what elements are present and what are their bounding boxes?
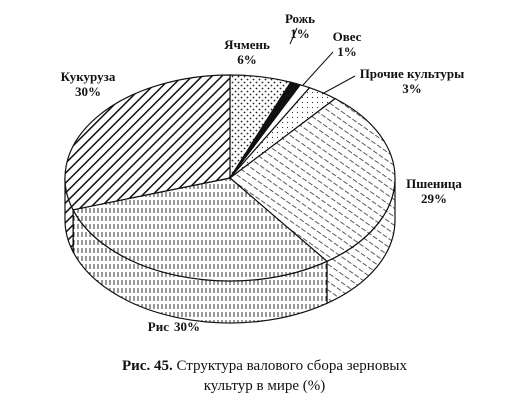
slice-label: Прочие культуры [360, 66, 465, 81]
leader-line [321, 75, 356, 95]
slice-label: Рис [148, 319, 169, 334]
value-label: 3% [402, 81, 422, 96]
slice-label: Пшеница [406, 176, 462, 191]
value-label: 30% [75, 84, 101, 99]
caption: Рис. 45. Структура валового сбора зернов… [112, 356, 417, 396]
slice [229, 97, 396, 263]
value-label: 29% [421, 191, 447, 206]
slice [64, 74, 231, 211]
slice [72, 177, 329, 282]
slice-label: Ячмень [224, 37, 270, 52]
chart-title: Структура валового сбора зерновых культу… [176, 358, 407, 394]
slice-label: Кукуруза [61, 69, 116, 84]
slice-label: Рожь [285, 11, 315, 26]
leader-line [289, 27, 298, 45]
value-label: 1% [337, 44, 357, 59]
value-label: 1% [290, 26, 310, 41]
figure-label: Рис. 45. [122, 358, 173, 374]
value-label: 30% [174, 319, 200, 334]
value-label: 6% [237, 52, 257, 67]
leader-line [302, 51, 334, 86]
slice-label: Овес [333, 29, 362, 44]
